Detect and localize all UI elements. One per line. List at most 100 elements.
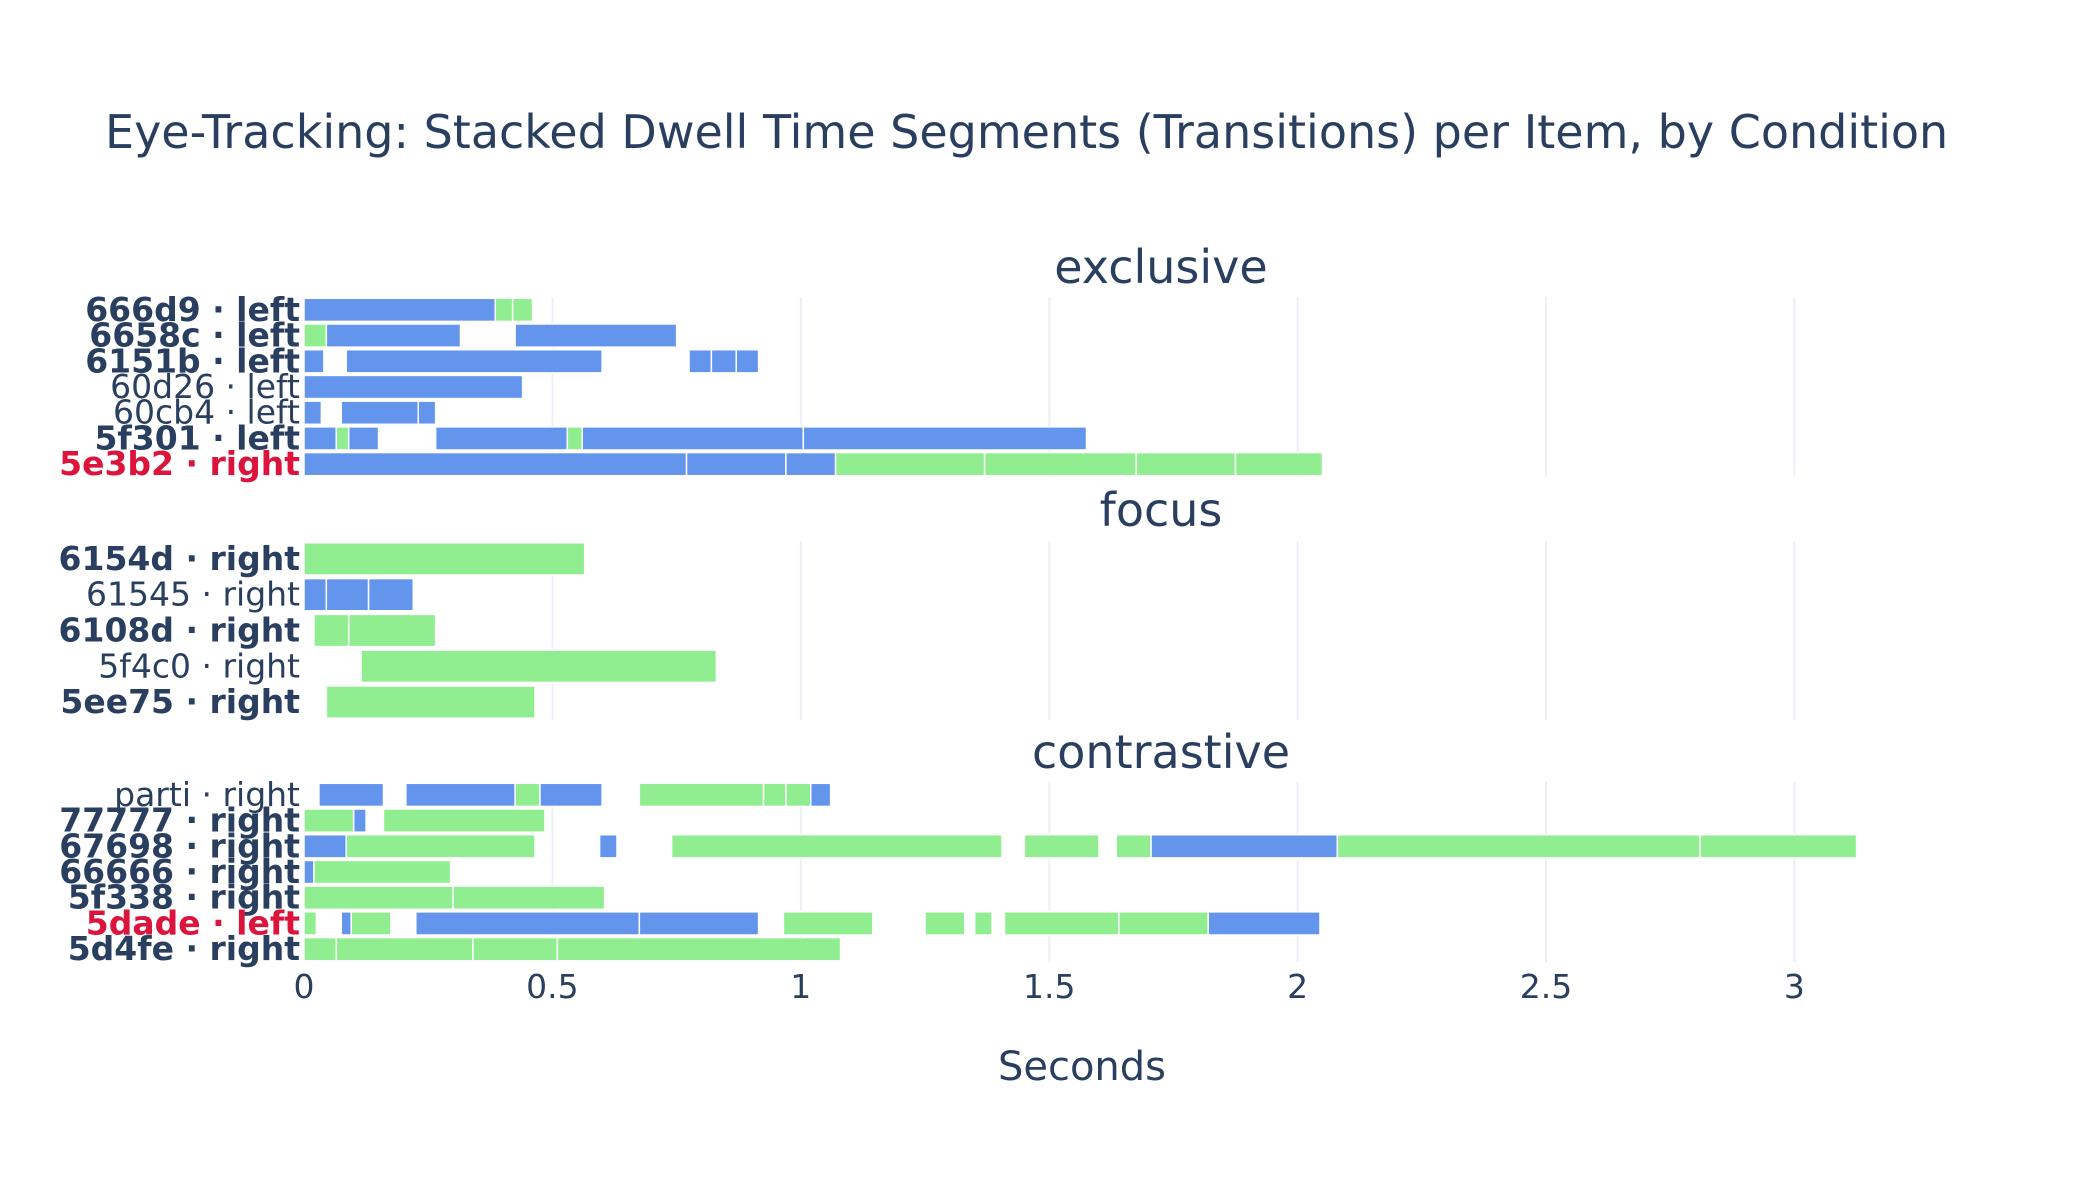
bar-segment-exclusive-2-4: [735, 348, 760, 374]
y-label-6658c-left: 6658c · left: [89, 316, 300, 355]
y-label-5dade-left: 5dade · left: [86, 903, 300, 942]
bar-segment-contrastive-6-0: [303, 936, 338, 962]
bar-segment-contrastive-5-6: [924, 911, 966, 936]
y-label-5ee75-right: 5ee75 · right: [60, 682, 300, 721]
bar-segment-exclusive-2-2: [688, 348, 713, 374]
y-label-61545-right: 61545 · right: [86, 575, 300, 614]
bar-segment-contrastive-0-3: [539, 782, 603, 808]
y-label-67698-right: 67698 · right: [59, 826, 300, 865]
bar-segment-focus-2-0: [313, 613, 350, 648]
bar-segment-contrastive-2-7: [1336, 833, 1701, 859]
bar-segment-exclusive-4-2: [417, 400, 437, 426]
x-axis-ticks: 0 0.5 1 1.5 2 2.5 3: [294, 967, 1805, 1006]
bar-segment-focus-4-0: [325, 685, 536, 719]
y-label-5f338-right: 5f338 · right: [68, 878, 300, 917]
bar-segment-exclusive-6-6: [1234, 451, 1324, 477]
grid-lines: [551, 297, 1796, 962]
bar-segment-exclusive-0-1: [494, 297, 514, 323]
y-label-5f4c0-right: 5f4c0 · right: [98, 646, 300, 685]
y-label-6151b-left: 6151b · left: [85, 341, 300, 380]
bar-segment-exclusive-6-1: [685, 451, 787, 477]
bar-segment-exclusive-4-1: [340, 400, 420, 426]
bar-segment-exclusive-5-3: [434, 426, 569, 451]
bar-segment-contrastive-3-0: [303, 859, 315, 885]
bar-segment-exclusive-5-4: [566, 426, 583, 451]
bar-segment-contrastive-2-5: [1115, 833, 1152, 859]
bar-segment-exclusive-5-0: [303, 426, 338, 451]
bar-segment-focus-1-0: [303, 577, 328, 612]
bar-segment-exclusive-5-5: [581, 426, 805, 451]
bar-segment-contrastive-2-3: [670, 833, 1003, 859]
y-label-5d4fe-right: 5d4fe · right: [68, 929, 300, 968]
bar-segment-contrastive-2-4: [1023, 833, 1100, 859]
bar-segment-exclusive-0-2: [511, 297, 534, 323]
bars: [303, 297, 1858, 962]
x-axis-title: Seconds: [998, 1044, 1166, 1090]
bar-segment-exclusive-3-0: [303, 374, 524, 400]
y-label-666d9-left: 666d9 · left: [85, 290, 300, 329]
bar-segment-contrastive-0-2: [514, 782, 541, 808]
x-tick-3: 1.5: [1023, 967, 1075, 1006]
panel-title-contrastive: contrastive: [1032, 725, 1290, 779]
bar-segment-contrastive-0-6: [785, 782, 812, 808]
bar-segment-contrastive-4-0: [303, 885, 454, 911]
bar-segment-contrastive-6-2: [472, 936, 559, 962]
x-tick-4: 2: [1287, 967, 1308, 1006]
bar-segment-contrastive-2-0: [303, 833, 347, 859]
y-label-66666-right: 66666 · right: [59, 852, 300, 891]
panel-title-focus: focus: [1100, 483, 1223, 537]
bar-segment-focus-1-2: [367, 577, 415, 612]
y-label-77777-right: 77777 · right: [59, 801, 300, 840]
y-label-6154d-right: 6154d · right: [59, 539, 301, 578]
bar-segment-contrastive-5-5: [782, 911, 874, 936]
bar-segment-exclusive-6-3: [834, 451, 986, 477]
bar-segment-contrastive-1-2: [382, 808, 546, 833]
bar-segment-exclusive-1-1: [325, 323, 462, 348]
bar-segment-exclusive-0-0: [303, 297, 497, 323]
bar-segment-focus-3-0: [360, 649, 718, 684]
bar-segment-exclusive-6-0: [303, 451, 688, 477]
bar-segment-contrastive-5-7: [973, 911, 993, 936]
x-tick-0: 0: [294, 967, 315, 1006]
y-label-60cb4-left: 60cb4 · left: [113, 393, 300, 432]
y-label-5e3b2-right: 5e3b2 · right: [59, 444, 300, 483]
bar-segment-exclusive-6-4: [983, 451, 1137, 477]
chart-title: Eye-Tracking: Stacked Dwell Time Segment…: [105, 105, 1948, 159]
bar-segment-contrastive-0-0: [318, 782, 385, 808]
bar-segment-contrastive-5-8: [1003, 911, 1120, 936]
bar-segment-contrastive-2-1: [345, 833, 536, 859]
bar-segment-contrastive-5-10: [1207, 911, 1321, 936]
bar-segment-contrastive-5-1: [340, 911, 352, 936]
bar-segment-contrastive-0-5: [762, 782, 787, 808]
panel-title-exclusive: exclusive: [1054, 240, 1267, 294]
bar-segment-contrastive-0-7: [809, 782, 832, 808]
bar-segment-exclusive-2-0: [303, 348, 325, 374]
bar-segment-focus-1-1: [325, 577, 370, 612]
bar-segment-exclusive-2-1: [345, 348, 603, 374]
bar-segment-focus-2-1: [347, 613, 437, 648]
x-tick-6: 3: [1784, 967, 1805, 1006]
bar-segment-contrastive-4-1: [452, 885, 606, 911]
bar-segment-exclusive-1-2: [514, 323, 678, 348]
y-label-60d26-left: 60d26 · left: [110, 367, 300, 406]
bar-segment-focus-0-0: [303, 542, 586, 576]
y-label-6108d-right: 6108d · right: [59, 611, 301, 650]
bar-segment-contrastive-0-1: [405, 782, 516, 808]
bar-segment-exclusive-2-3: [710, 348, 737, 374]
bar-segment-exclusive-6-5: [1135, 451, 1237, 477]
bar-segment-exclusive-6-2: [785, 451, 837, 477]
bar-segment-contrastive-0-4: [638, 782, 765, 808]
bar-segment-contrastive-3-1: [313, 859, 452, 885]
bar-segment-contrastive-6-1: [335, 936, 474, 962]
bar-segment-contrastive-1-0: [303, 808, 355, 833]
y-label-5f301-left: 5f301 · left: [94, 418, 300, 457]
bar-segment-contrastive-5-2: [350, 911, 392, 936]
x-tick-5: 2.5: [1520, 967, 1572, 1006]
bar-segment-contrastive-5-0: [303, 911, 318, 936]
y-label-parti-right: parti · right: [114, 775, 300, 814]
bar-segment-contrastive-6-3: [556, 936, 842, 962]
bar-segment-contrastive-2-2: [598, 833, 618, 859]
panel-titles: exclusive focus contrastive: [1032, 240, 1290, 779]
